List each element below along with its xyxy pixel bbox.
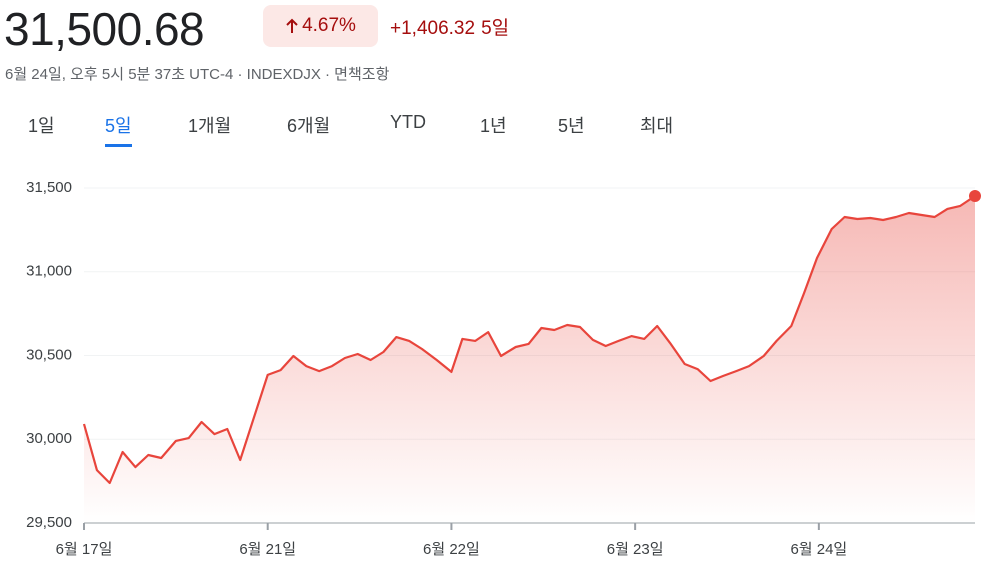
period: 5일: [481, 18, 510, 39]
range-tab[interactable]: 6개월: [287, 116, 331, 136]
range-tab[interactable]: 5년: [558, 116, 585, 136]
y-tick-label: 31,000: [26, 263, 72, 280]
last-point: [969, 190, 981, 203]
range-tabs: 1일 5일 1개월 6개월 YTD 1년 5년 최대: [0, 112, 986, 148]
x-tick-label: 6월 17일: [56, 541, 113, 558]
range-tab[interactable]: 5일: [105, 112, 132, 147]
y-tick-label: 30,000: [26, 430, 72, 447]
up-arrow: [286, 18, 298, 33]
x-tick-label: 6월 23일: [607, 541, 664, 558]
x-tick-label: 6월 24일: [790, 541, 847, 558]
range-tab[interactable]: 최대: [640, 116, 674, 136]
y-tick-label: 31,500: [26, 179, 72, 196]
change-badge: 4.67%: [263, 5, 378, 47]
range-tab[interactable]: 1일: [28, 116, 55, 136]
range-tab[interactable]: 1개월: [188, 116, 232, 136]
y-tick-label: 29,500: [26, 514, 72, 531]
y-tick-label: 30,500: [26, 346, 72, 363]
change-pct: 4.67%: [302, 15, 356, 36]
subtitle: 6월 24일, 오후 5시 5분 37초 UTC-4 · INDEXDJX · …: [5, 66, 390, 83]
area: [84, 196, 975, 523]
price-line: [82, 195, 976, 485]
change-value: +1,406.32: [390, 18, 476, 39]
change: +1,406.32 5일: [390, 13, 515, 40]
range-tab[interactable]: YTD: [390, 112, 426, 132]
price: 31,500.68: [4, 3, 205, 55]
range-tab[interactable]: 1년: [480, 116, 507, 136]
x-tick-label: 6월 21일: [239, 541, 296, 558]
x-tick-label: 6월 22일: [423, 541, 480, 558]
